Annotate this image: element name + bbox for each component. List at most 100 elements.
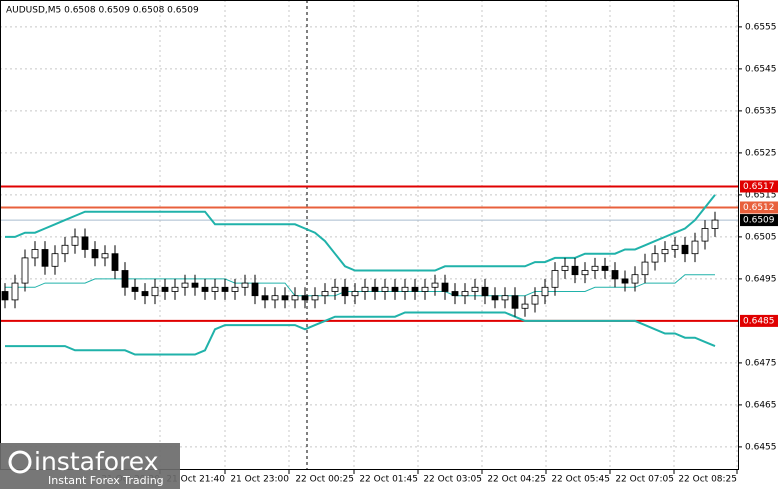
- candle-body: [601, 265, 609, 271]
- y-tick-label: 0.6555: [745, 22, 777, 32]
- level-label-bg: [740, 180, 778, 193]
- candle-body: [141, 291, 149, 297]
- x-tick-label: 21 Oct 21:40: [166, 475, 225, 485]
- level-label-bg: [740, 314, 778, 327]
- candle-body: [381, 286, 389, 292]
- watermark-tagline: Instant Forex Trading: [48, 474, 164, 487]
- candle-body: [301, 295, 309, 301]
- candle-body: [201, 286, 209, 292]
- candle-body: [651, 253, 659, 263]
- watermark-brand: instaforex: [34, 447, 159, 476]
- candle-body: [371, 286, 379, 292]
- candle-body: [431, 282, 439, 288]
- candle-body: [101, 253, 109, 259]
- candle-body: [441, 282, 449, 292]
- candle-body: [361, 286, 369, 292]
- x-tick-label: 22 Oct 05:45: [551, 475, 610, 485]
- candle-body: [551, 270, 559, 288]
- candle-body: [501, 295, 509, 301]
- candle-body: [251, 282, 259, 297]
- watermark: instaforex Instant Forex Trading: [0, 443, 180, 489]
- candle-body: [121, 270, 129, 288]
- candle-body: [681, 244, 689, 255]
- y-tick-label: 0.6455: [745, 442, 777, 452]
- candle-body: [281, 295, 289, 301]
- candle-body: [111, 253, 119, 271]
- candle-body: [511, 295, 519, 309]
- candle-body: [331, 286, 339, 292]
- candle-body: [581, 270, 589, 276]
- candle-body: [181, 282, 189, 288]
- level-label: 0.6485: [743, 316, 775, 326]
- candle-body: [311, 295, 319, 301]
- candle-body: [91, 249, 99, 259]
- x-tick-label: 22 Oct 03:05: [423, 475, 482, 485]
- candle-body: [271, 295, 279, 301]
- candle-body: [61, 244, 69, 255]
- candle-body: [621, 278, 629, 284]
- candle-body: [231, 286, 239, 292]
- x-tick-label: 22 Oct 08:25: [678, 475, 737, 485]
- band-upper: [5, 194, 716, 272]
- candle-body: [411, 286, 419, 292]
- candle-body: [471, 286, 479, 292]
- x-tick-label: 22 Oct 04:25: [487, 475, 546, 485]
- candle-body: [81, 236, 89, 250]
- candle-body: [241, 282, 249, 288]
- candle-body: [461, 291, 469, 297]
- chart-title: AUDUSD,M5 0.6508 0.6509 0.6508 0.6509: [6, 6, 199, 16]
- candle-body: [171, 286, 179, 292]
- y-tick-label: 0.6495: [745, 274, 777, 284]
- candle-body: [711, 219, 719, 229]
- y-tick-label: 0.6505: [745, 232, 777, 242]
- candle-body: [531, 295, 539, 305]
- x-tick-label: 22 Oct 00:25: [295, 475, 354, 485]
- candle-body: [691, 240, 699, 255]
- y-tick-label: 0.6515: [745, 190, 777, 200]
- candle-body: [611, 270, 619, 280]
- candle-body: [521, 303, 529, 309]
- x-tick-label: 22 Oct 01:45: [359, 475, 418, 485]
- candle-body: [481, 286, 489, 297]
- candle-body: [631, 274, 639, 284]
- candle-body: [161, 286, 169, 292]
- band-lower: [5, 311, 716, 356]
- y-tick-label: 0.6535: [745, 106, 777, 116]
- candle-body: [31, 249, 39, 259]
- candle-body: [221, 286, 229, 292]
- candle-body: [41, 249, 49, 267]
- candle-body: [541, 286, 549, 297]
- y-tick-label: 0.6465: [745, 400, 777, 410]
- candle-body: [211, 286, 219, 292]
- candle-body: [401, 286, 409, 292]
- candle-body: [591, 265, 599, 271]
- level-label: 0.6512: [743, 203, 775, 213]
- candle-body: [131, 286, 139, 292]
- candle-body: [341, 286, 349, 297]
- current-price-label-bg: [740, 214, 778, 227]
- candle-body: [641, 261, 649, 276]
- current-price-label: 0.6509: [743, 216, 775, 226]
- level-label: 0.6517: [743, 182, 775, 192]
- candle-body: [21, 257, 29, 284]
- watermark-icon: [8, 450, 32, 474]
- plot: [0, 0, 738, 470]
- candle-body: [671, 244, 679, 250]
- level-label-bg: [740, 201, 778, 214]
- candle-body: [571, 265, 579, 276]
- candle-body: [451, 291, 459, 297]
- candle-body: [701, 228, 709, 242]
- candle-body: [421, 286, 429, 292]
- candle-body: [291, 295, 299, 301]
- candle-body: [261, 295, 269, 301]
- candle-body: [151, 286, 159, 297]
- candle-body: [491, 295, 499, 301]
- candle-body: [321, 291, 329, 297]
- candle-body: [391, 286, 399, 292]
- candle-body: [191, 282, 199, 288]
- y-tick-label: 0.6525: [745, 148, 777, 158]
- x-tick-label: 21 Oct 23:00: [230, 475, 289, 485]
- y-tick-label: 0.6475: [745, 358, 777, 368]
